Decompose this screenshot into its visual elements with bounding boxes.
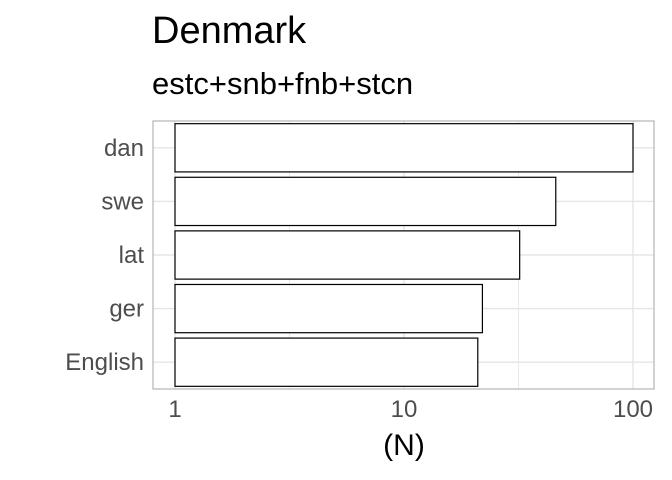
bar-ger bbox=[174, 283, 484, 334]
bar-english bbox=[174, 337, 479, 387]
panel-border bbox=[152, 120, 655, 390]
bar-swe bbox=[174, 176, 557, 227]
y-tick-label: dan bbox=[104, 135, 144, 162]
x-tick-label: 1 bbox=[168, 396, 181, 423]
y-tick-label: English bbox=[65, 349, 144, 376]
bar-lat bbox=[174, 230, 521, 280]
x-tick-label: 100 bbox=[613, 396, 653, 423]
bars bbox=[174, 123, 634, 387]
x-axis-title: (N) bbox=[383, 429, 425, 462]
bar-dan bbox=[174, 123, 634, 173]
y-tick-label: ger bbox=[109, 296, 144, 323]
chart-subtitle: estc+snb+fnb+stcn bbox=[152, 66, 414, 101]
x-axis-labels: 1 10 100 bbox=[168, 396, 653, 423]
y-axis-labels: dan swe lat ger English bbox=[65, 135, 144, 376]
y-tick-label: swe bbox=[101, 188, 144, 215]
x-tick-label: 10 bbox=[391, 396, 418, 423]
chart-title: Denmark bbox=[152, 10, 307, 52]
y-tick-label: lat bbox=[119, 242, 145, 269]
